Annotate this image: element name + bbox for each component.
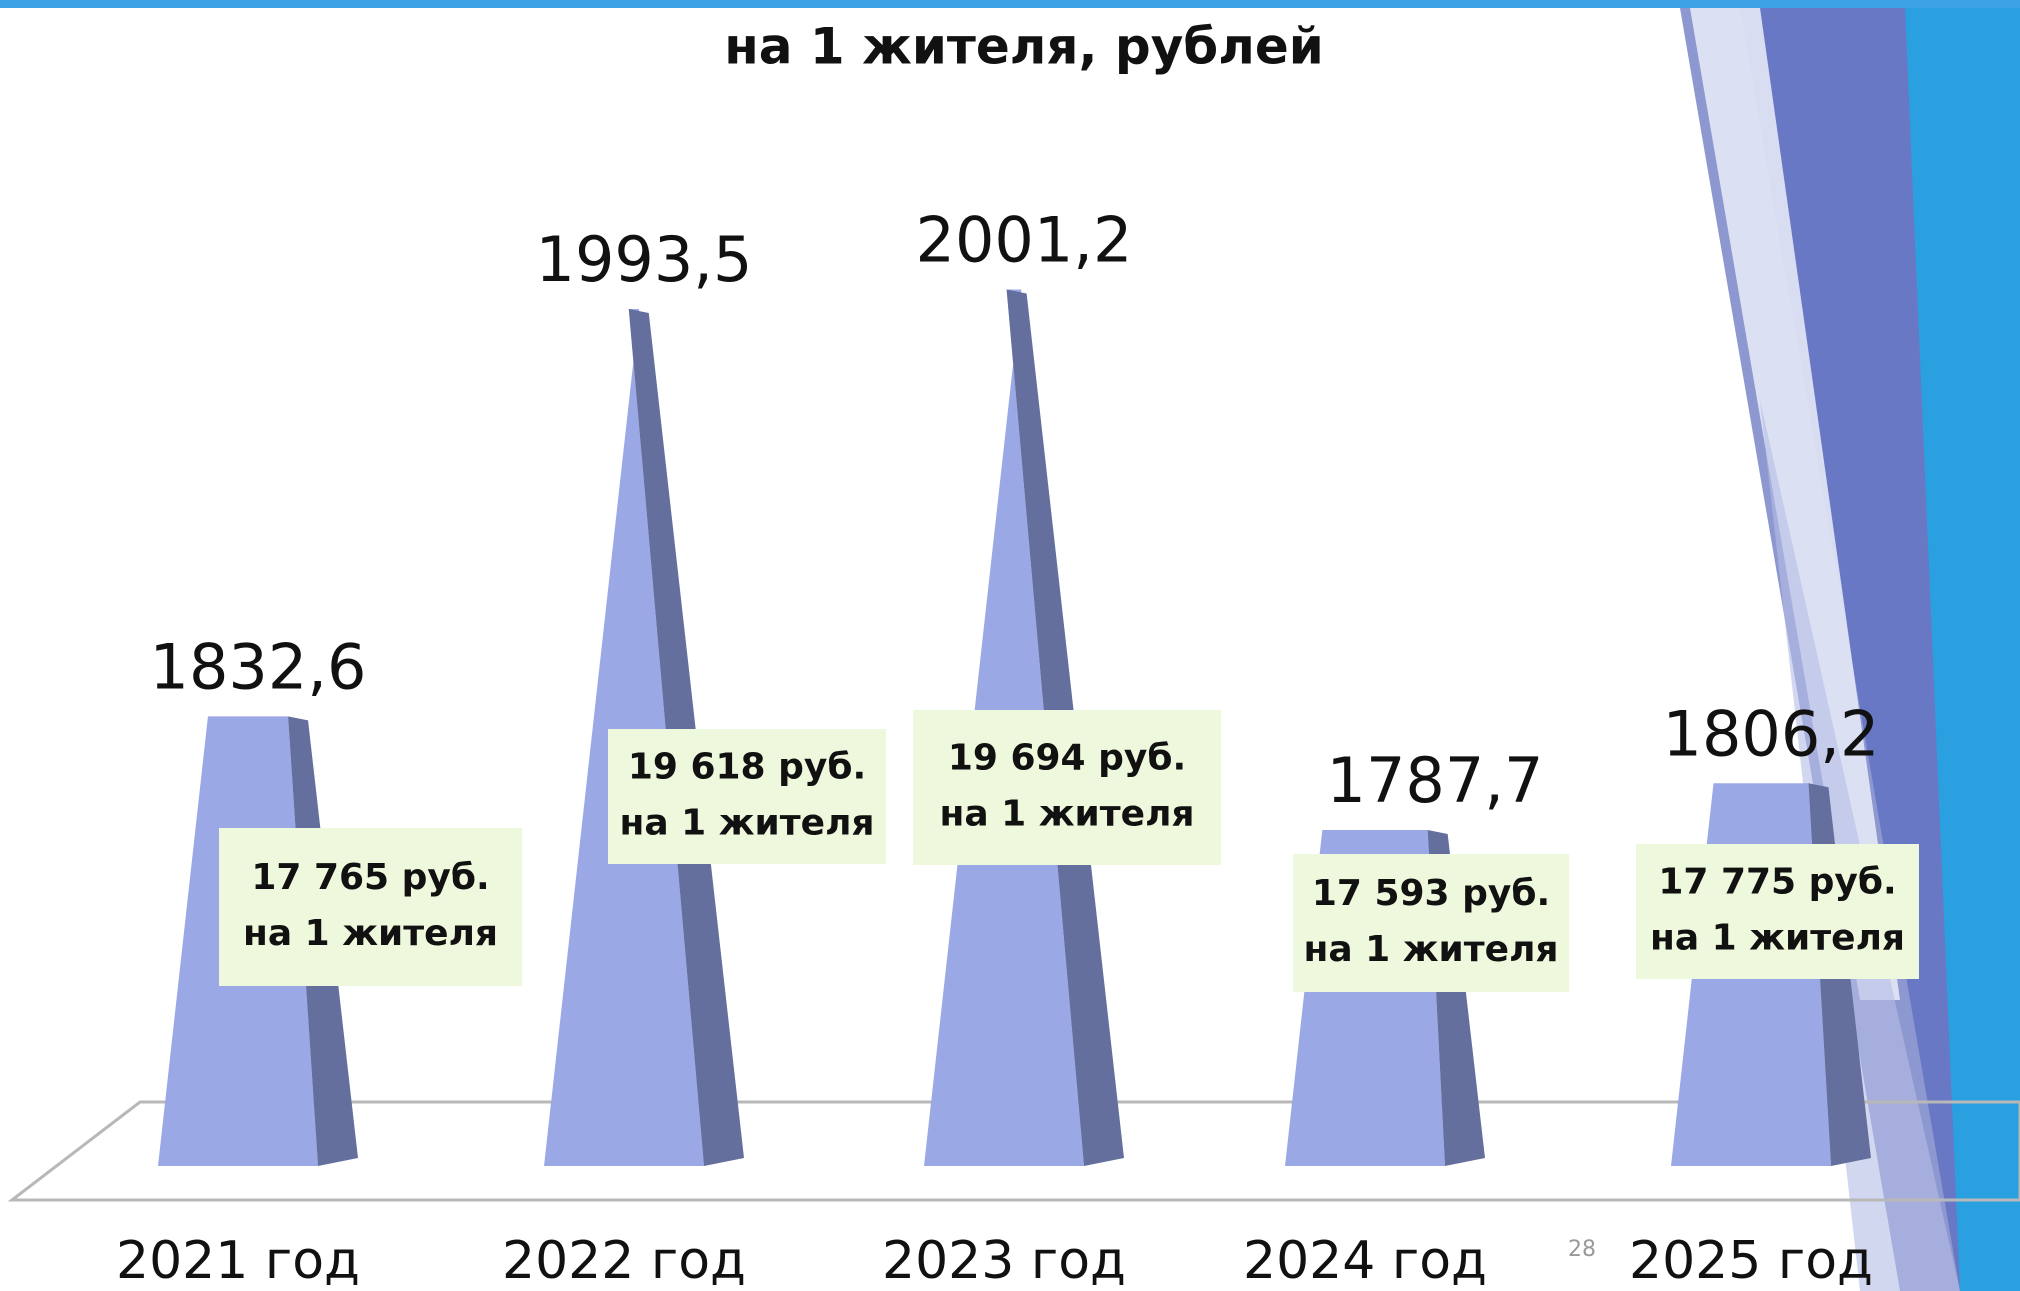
x-tick-label: 2021 год bbox=[116, 1231, 360, 1291]
annotation-text: 17 765 руб. bbox=[251, 857, 489, 898]
page-number: 28 bbox=[1568, 1237, 1596, 1262]
annotation-text: на 1 жителя bbox=[1650, 918, 1905, 959]
annotation-box bbox=[219, 828, 522, 986]
annotation-text: 17 775 руб. bbox=[1658, 862, 1896, 903]
annotation-box bbox=[913, 710, 1221, 865]
annotation-text: на 1 жителя bbox=[1303, 929, 1558, 970]
value-label: 2001,2 bbox=[916, 204, 1133, 277]
annotation-text: на 1 жителя bbox=[619, 803, 874, 844]
x-tick-label: 2023 год bbox=[882, 1231, 1126, 1291]
annotation-text: 17 593 руб. bbox=[1312, 873, 1550, 914]
chart-title: на 1 жителя, рублей bbox=[724, 18, 1324, 76]
value-label: 1787,7 bbox=[1327, 744, 1544, 817]
annotation-text: на 1 жителя bbox=[243, 913, 498, 954]
annotation-text: 19 694 руб. bbox=[948, 738, 1186, 779]
x-tick-label: 2025 год bbox=[1629, 1231, 1873, 1291]
value-label: 1993,5 bbox=[536, 223, 753, 296]
x-tick-label: 2024 год bbox=[1243, 1231, 1487, 1291]
annotation-text: на 1 жителя bbox=[939, 794, 1194, 835]
annotation-text: 19 618 руб. bbox=[628, 747, 866, 788]
value-label: 1832,6 bbox=[150, 630, 367, 703]
slide: на 1 жителя, рублей 28 1832,6 2021 год 17 … bbox=[0, 0, 2020, 1291]
value-label: 1806,2 bbox=[1663, 697, 1880, 770]
x-tick-label: 2022 год bbox=[502, 1231, 746, 1291]
top-bar bbox=[0, 0, 2020, 8]
